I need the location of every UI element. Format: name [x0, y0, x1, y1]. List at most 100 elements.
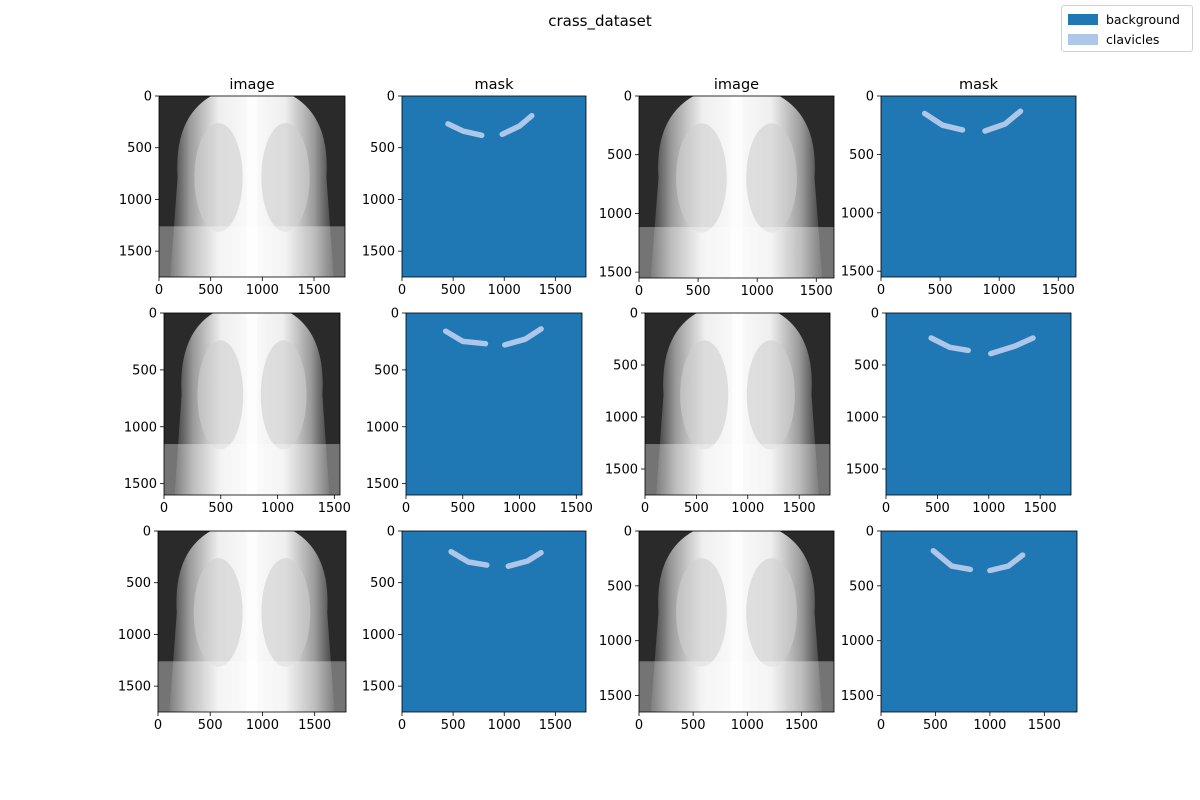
x-tick-label: 0 [398, 718, 406, 733]
x-tick-label: 0 [398, 283, 406, 298]
x-tick-label: 0 [882, 501, 890, 516]
xray-spine [730, 96, 743, 278]
y-tick-label: 1000 [605, 411, 638, 426]
axes-title: mask [959, 77, 999, 93]
xray-abdomen [639, 661, 834, 712]
x-tick-label: 500 [208, 501, 233, 516]
x-tick-label: 1000 [983, 283, 1016, 298]
xray-left-lung [680, 340, 729, 450]
y-tick-label: 1500 [599, 689, 632, 704]
x-tick-label: 1500 [1024, 501, 1057, 516]
legend-label-clavicles: clavicles [1106, 31, 1160, 47]
xray-left-lung [676, 558, 727, 667]
x-tick-label: 500 [198, 283, 223, 298]
xray-abdomen [645, 444, 830, 495]
y-tick-label: 1500 [118, 680, 151, 695]
xray-abdomen [164, 444, 340, 495]
y-tick-label: 0 [391, 307, 399, 322]
y-tick-label: 1000 [841, 634, 874, 649]
x-tick-label: 1500 [297, 283, 330, 298]
axes-frame [885, 312, 1072, 496]
y-tick-label: 0 [143, 525, 151, 540]
y-tick-label: 1500 [119, 245, 152, 260]
x-tick-label: 1500 [785, 718, 818, 733]
clavicle-region-right [988, 335, 1036, 357]
subplot-10: 0 500 1000 1500 0 500 1000 1500 [362, 525, 587, 733]
y-tick-label: 1000 [362, 193, 395, 208]
axes-title: image [714, 77, 759, 93]
y-tick-label: 0 [387, 525, 395, 540]
legend-swatch-background [1068, 13, 1098, 25]
x-tick-label: 500 [441, 718, 466, 733]
xray-spine [730, 531, 743, 712]
subplot-7: 0 500 1000 1500 0 500 1000 1500 [605, 307, 831, 516]
x-tick-label: 500 [681, 718, 706, 733]
x-tick-label: 1000 [972, 501, 1005, 516]
x-tick-label: 0 [160, 501, 168, 516]
xray-right-lung [746, 558, 797, 667]
xray-right-lung [260, 340, 307, 450]
y-tick-label: 1000 [841, 206, 874, 221]
y-tick-label: 1500 [846, 463, 879, 478]
figure-title: crass_dataset [548, 12, 652, 30]
legend-item-background: background [1068, 11, 1180, 27]
x-tick-label: 1000 [246, 283, 279, 298]
x-tick-label: 1500 [800, 284, 833, 299]
xray-right-lung [261, 123, 310, 232]
y-tick-label: 0 [866, 90, 874, 105]
x-tick-label: 0 [641, 501, 649, 516]
mask-background [402, 531, 586, 712]
y-tick-label: 1000 [119, 193, 152, 208]
y-tick-label: 1500 [841, 689, 874, 704]
clavicle-region-left [930, 547, 974, 573]
clavicle-region-left [448, 548, 490, 568]
mask-background [402, 96, 586, 277]
x-tick-label: 500 [441, 283, 466, 298]
xray-spine [731, 313, 744, 495]
y-tick-label: 1500 [605, 463, 638, 478]
xray-right-lung [746, 123, 797, 233]
axes-frame [880, 530, 1078, 713]
y-tick-label: 500 [374, 363, 399, 378]
legend-swatch-clavicles [1068, 33, 1098, 45]
x-tick-label: 1000 [488, 718, 521, 733]
y-tick-label: 500 [849, 579, 874, 594]
x-tick-label: 0 [155, 283, 163, 298]
y-tick-label: 500 [607, 148, 632, 163]
y-tick-label: 500 [370, 141, 395, 156]
xray-abdomen [158, 661, 346, 712]
x-tick-label: 1500 [539, 283, 572, 298]
clavicle-region-right [982, 108, 1024, 134]
axes-frame [163, 312, 341, 496]
xray-left-lung [193, 558, 243, 667]
legend: background clavicles [1061, 5, 1193, 52]
x-tick-label: 500 [925, 501, 950, 516]
x-tick-label: 0 [635, 284, 643, 299]
clavicle-region-right [499, 112, 535, 138]
axes-frame [638, 530, 835, 713]
y-tick-label: 1500 [366, 477, 399, 492]
x-tick-label: 0 [635, 718, 643, 733]
y-tick-label: 1000 [846, 411, 879, 426]
y-tick-label: 1000 [599, 634, 632, 649]
subplot-8: 0 500 1000 1500 0 500 1000 1500 [846, 307, 1072, 516]
mask-background [881, 531, 1077, 712]
axes-frame [401, 530, 587, 713]
clavicle-region-right [502, 326, 544, 348]
x-tick-label: 1000 [503, 501, 536, 516]
y-tick-label: 1500 [599, 266, 632, 281]
axes-frame [638, 95, 835, 279]
y-tick-label: 500 [613, 359, 638, 374]
x-tick-label: 1000 [488, 283, 521, 298]
xray-spine [246, 96, 258, 277]
axes-frame [880, 95, 1077, 278]
axes-frame [401, 95, 587, 278]
y-tick-label: 500 [127, 141, 152, 156]
x-tick-label: 0 [154, 718, 162, 733]
